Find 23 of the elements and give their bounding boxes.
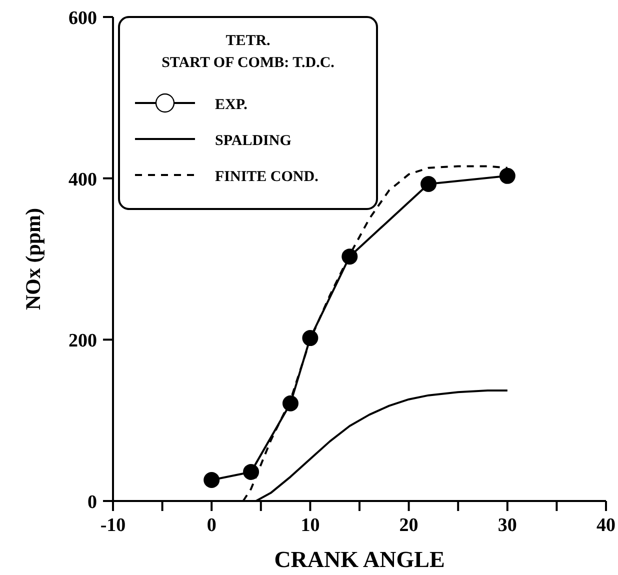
point xyxy=(282,395,298,412)
x-tick-label: 20 xyxy=(399,515,418,536)
y-axis-title: NOx (ppm) xyxy=(21,208,45,310)
point xyxy=(342,248,358,265)
x-tick-label: 0 xyxy=(206,515,216,536)
y-tick-label: 200 xyxy=(68,330,97,352)
point xyxy=(420,176,437,192)
x-tick-label: -10 xyxy=(100,515,126,536)
legend-title: TETR. START OF COMB: T.D.C. xyxy=(162,33,335,71)
point xyxy=(499,168,516,184)
x-tick-label: 10 xyxy=(300,515,320,536)
x-tick-label: 30 xyxy=(498,515,517,536)
y-tick-label: 400 xyxy=(68,169,97,190)
legend-label: EXP. xyxy=(215,97,248,113)
legend-label: SPALDING xyxy=(215,133,292,149)
x-tick-label: 40 xyxy=(596,515,616,536)
point xyxy=(204,472,220,488)
point xyxy=(302,330,318,346)
y-tick-label: 0 xyxy=(88,492,97,513)
x-axis-title: CRANK ANGLE xyxy=(274,547,445,572)
point xyxy=(243,464,260,480)
legend-label: FINITE COND. xyxy=(215,169,319,185)
y-tick-label: 600 xyxy=(68,8,97,29)
